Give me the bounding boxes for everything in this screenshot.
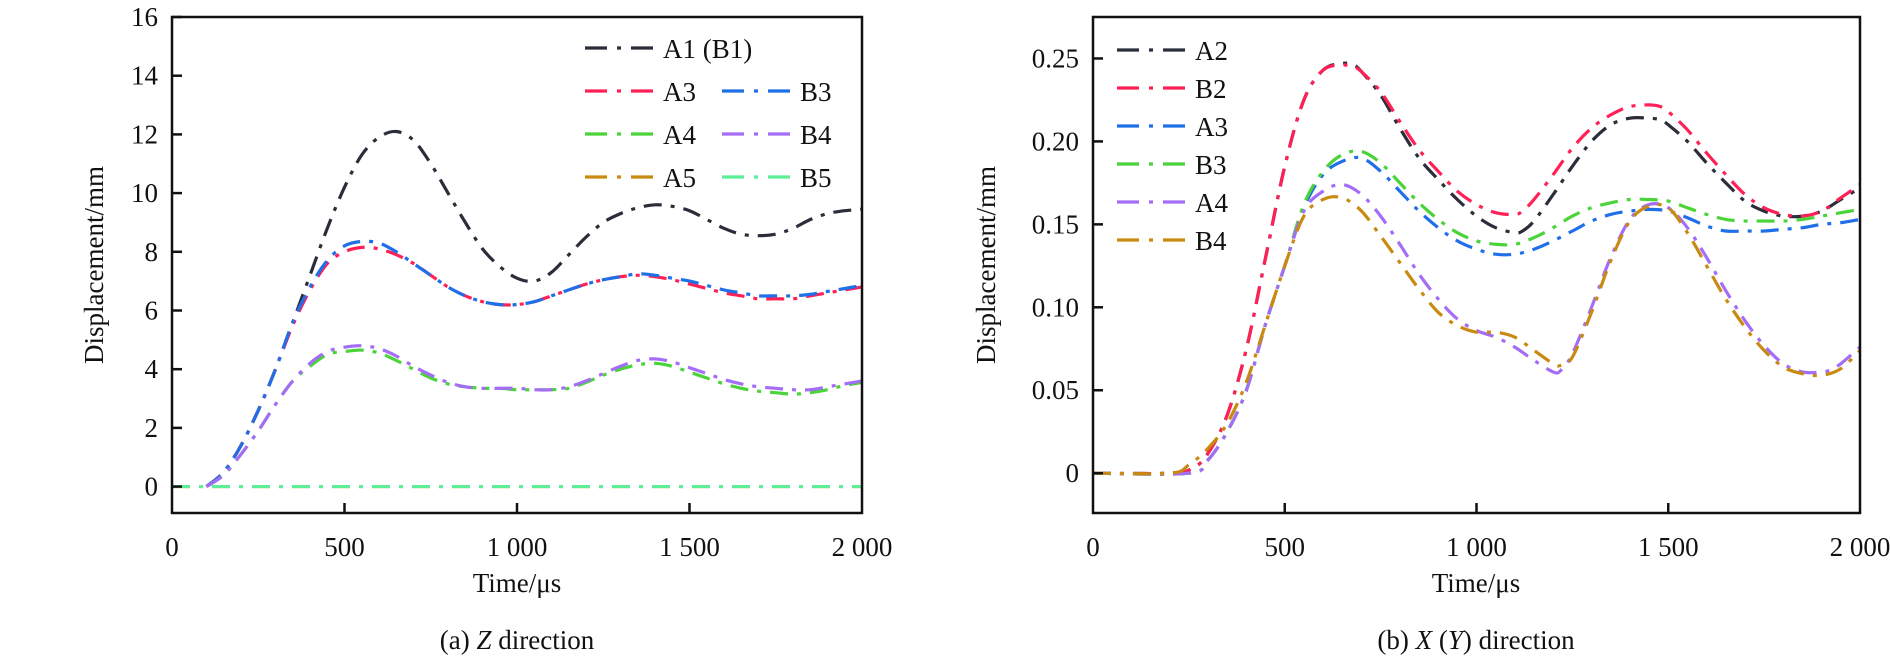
- legend-item-a1-b1: A1 (B1): [585, 34, 752, 64]
- series-group: [1093, 61, 1860, 476]
- x-axis-title: Time/μs: [473, 568, 562, 598]
- x-tick-label: 1 000: [487, 532, 548, 562]
- x-tick-label: 1 500: [1638, 532, 1699, 562]
- series-line-b4: [205, 344, 862, 488]
- legend-item-b3: B3: [722, 77, 832, 107]
- legend-item-b5: B5: [722, 163, 832, 193]
- y-ticks: 0 2 4 6 8 10 12 14 16: [131, 2, 182, 502]
- x-tick-label: 2 000: [1830, 532, 1890, 562]
- plot-frame: [170, 15, 864, 515]
- y-axis-title: Displacement/mm: [79, 166, 109, 364]
- legend-item-a4: A4: [585, 120, 696, 150]
- y-tick-label: 0: [145, 472, 159, 502]
- y-tick-label: 12: [131, 119, 158, 149]
- legend-label: A4: [1195, 188, 1228, 218]
- x-ticks: 0 500 1 000 1 500 2 000: [165, 503, 892, 562]
- legend-item-b2: B2: [1117, 74, 1227, 104]
- legend: A1 (B1) A3 B3 A4 B4 A5 B5: [585, 34, 832, 193]
- y-tick-label: 16: [131, 2, 158, 32]
- y-tick-label: 4: [145, 354, 159, 384]
- legend-item-a4: A4: [1117, 188, 1228, 218]
- x-tick-label: 1 000: [1446, 532, 1507, 562]
- x-tick-label: 0: [165, 532, 179, 562]
- caption: (b) X (Y) direction: [1377, 625, 1575, 655]
- y-ticks: 0 0.05 0.10 0.15 0.20 0.25: [1032, 43, 1103, 488]
- y-tick-label: 0.15: [1032, 209, 1079, 239]
- legend-item-a2: A2: [1117, 36, 1228, 66]
- x-ticks: 0 500 1 000 1 500 2 000: [1086, 503, 1890, 562]
- legend-item-a5: A5: [585, 163, 696, 193]
- legend-item-a3: A3: [585, 77, 696, 107]
- y-tick-label: 0: [1066, 458, 1080, 488]
- x-tick-label: 1 500: [659, 532, 720, 562]
- y-tick-label: 2: [145, 413, 159, 443]
- legend-label: A4: [663, 120, 696, 150]
- y-tick-label: 0.25: [1032, 43, 1079, 73]
- series-line-b4: [1093, 195, 1860, 476]
- y-tick-label: 14: [131, 61, 159, 91]
- x-tick-label: 2 000: [832, 532, 893, 562]
- chart-xy-direction: 0 0.05 0.10 0.15 0.20 0.25 0 500 1 000 1 500 2 00…: [971, 15, 1890, 655]
- y-tick-label: 0.10: [1032, 292, 1079, 322]
- legend-label: A5: [663, 163, 696, 193]
- y-tick-label: 0.20: [1032, 126, 1079, 156]
- legend: A2 B2 A3 B3 A4 B4: [1117, 36, 1228, 256]
- y-tick-label: 0.05: [1032, 375, 1079, 405]
- legend-label: A3: [1195, 112, 1228, 142]
- series-line-b3: [205, 239, 862, 488]
- x-tick-label: 500: [324, 532, 365, 562]
- legend-label: B4: [1195, 226, 1227, 256]
- x-axis-title: Time/μs: [1432, 568, 1521, 598]
- y-tick-label: 6: [145, 295, 159, 325]
- chart-z-direction: 0 2 4 6 8 10 12 14 16 0 500 1 000 1 500 2 000 Time/μ…: [79, 2, 892, 655]
- legend-label: A2: [1195, 36, 1228, 66]
- legend-label: B2: [1195, 74, 1227, 104]
- series-line-a1-b1: [205, 129, 862, 488]
- legend-label: B4: [800, 120, 832, 150]
- legend-label: A1 (B1): [663, 34, 752, 64]
- y-tick-label: 10: [131, 178, 158, 208]
- series-group: [172, 129, 862, 489]
- series-line-a4: [205, 348, 862, 488]
- x-tick-label: 500: [1265, 532, 1306, 562]
- legend-label: B3: [800, 77, 832, 107]
- legend-item-a3: A3: [1117, 112, 1228, 142]
- legend-item-b4: B4: [1117, 226, 1227, 256]
- series-line-a3: [205, 245, 862, 488]
- legend-label: B5: [800, 163, 832, 193]
- y-tick-label: 8: [145, 237, 159, 267]
- series-line-a2: [1093, 61, 1860, 476]
- x-tick-label: 0: [1086, 532, 1100, 562]
- legend-label: A3: [663, 77, 696, 107]
- legend-label: B3: [1195, 150, 1227, 180]
- legend-item-b4: B4: [722, 120, 832, 150]
- legend-item-b3: B3: [1117, 150, 1227, 180]
- y-axis-title: Displacement/mm: [971, 166, 1001, 364]
- caption: (a) Z direction: [440, 625, 595, 655]
